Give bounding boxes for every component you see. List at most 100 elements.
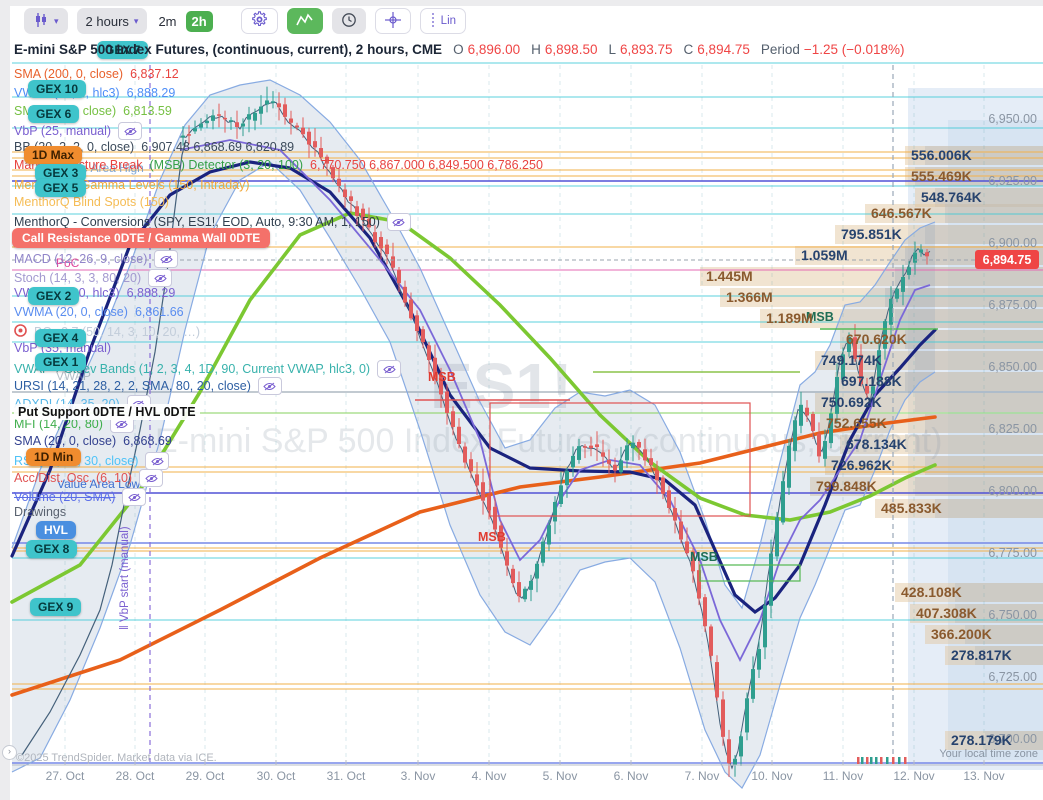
- candle-body: [829, 413, 833, 444]
- linear-scale-button[interactable]: Lin: [419, 8, 467, 34]
- msb-box: [699, 564, 801, 582]
- chart-annotation-text: VWAP: [56, 369, 91, 383]
- vbp-value-label: 1.366M: [726, 289, 773, 305]
- indicator-row[interactable]: VWMA (20, 0, close) 6,861.66: [14, 305, 184, 319]
- vbp-bar-blue: [925, 146, 1043, 165]
- vbp-value-label: 1.189M: [766, 310, 813, 326]
- level-badge[interactable]: GEX 4: [35, 329, 87, 347]
- indicator-row[interactable]: Market Structure Break(MSB) Detector (3,…: [14, 158, 543, 172]
- indicator-row[interactable]: Acc/Dist. Osc. (6, 10): [14, 469, 164, 487]
- indicator-row[interactable]: MenthorQ Blind Spots (150): [14, 195, 169, 209]
- visibility-toggle-eye-icon[interactable]: [122, 488, 147, 506]
- vbp-bar-blue: [915, 351, 1043, 370]
- vbp-bar-blue: [955, 583, 1043, 602]
- visibility-toggle-eye-icon[interactable]: [139, 469, 164, 487]
- visibility-toggle-eye-icon[interactable]: [257, 377, 282, 395]
- candle-body: [925, 252, 929, 257]
- crosshair-button[interactable]: [374, 8, 411, 34]
- level-badge[interactable]: GEX 6: [28, 105, 80, 123]
- put-support-label[interactable]: Put Support 0DTE / HVL 0DTE: [14, 404, 200, 420]
- collapsed-left-panel[interactable]: [0, 6, 10, 800]
- indicator-label: Acc/Dist. Osc. (6, 10): [14, 471, 133, 485]
- mini-session-bar: [904, 757, 907, 764]
- candle-body: [769, 553, 773, 606]
- indicator-row[interactable]: MACD (12, 26, 9, close): [14, 250, 179, 268]
- candle-body: [835, 376, 839, 414]
- indicator-row[interactable]: Volume (20, SMA): [14, 488, 147, 506]
- msb-label: MSB: [806, 310, 834, 324]
- vbp-start-label: ‖ VbP start (manual): [119, 526, 131, 630]
- candle-body: [331, 167, 335, 179]
- level-badge[interactable]: 1D Min: [26, 448, 82, 466]
- candle-body: [697, 570, 701, 599]
- indicator-row[interactable]: MenthorQ - Conversions (SPY, ES1!, EOD, …: [14, 213, 411, 231]
- candle-body: [751, 669, 755, 699]
- candle-body: [319, 148, 323, 158]
- candle-body: [775, 517, 779, 557]
- indicator-row[interactable]: VWAP + Stdev Bands (1, 2, 3, 4, 1D, 90, …: [14, 360, 402, 378]
- visibility-toggle-eye-icon[interactable]: [145, 452, 170, 470]
- price-axis-label: 6,725.00: [988, 670, 1037, 684]
- candle-body: [595, 444, 599, 448]
- visibility-toggle-eye-icon[interactable]: [386, 213, 411, 231]
- indicator-label: MenthorQ Blind Spots (150): [14, 195, 169, 209]
- level-badge[interactable]: GEX 2: [28, 287, 80, 305]
- active-timeframe-tag[interactable]: 2h: [185, 10, 213, 32]
- candle-body: [223, 117, 227, 120]
- level-badge[interactable]: GEX 1: [35, 353, 87, 371]
- candle-body: [247, 114, 251, 120]
- indicator-row[interactable]: Stoch (14, 3, 3, 80, 20): [14, 269, 173, 287]
- indicator-row[interactable]: SMA (200, 0, close) 6,837.12: [14, 67, 179, 81]
- date-axis-label: 4. Nov: [472, 769, 507, 783]
- level-badge[interactable]: GEX 7: [97, 41, 149, 59]
- level-badge[interactable]: GEX 8: [26, 540, 78, 558]
- vbp-value-label: 1.445M: [706, 268, 753, 284]
- candle-body: [799, 404, 803, 426]
- candle-body: [559, 485, 563, 504]
- settings-button[interactable]: [240, 8, 278, 34]
- clock-icon: [341, 12, 357, 31]
- indicator-row[interactable]: VbP (25, manual): [14, 122, 143, 140]
- candle-body: [217, 114, 221, 116]
- candle-body: [613, 464, 617, 471]
- candle-body: [259, 106, 263, 114]
- visibility-toggle-eye-icon[interactable]: [148, 269, 173, 287]
- indicator-row[interactable]: Drawings: [14, 505, 66, 519]
- symbol-watermark: ES1!: [430, 350, 572, 422]
- scale-label: Lin: [440, 15, 457, 27]
- analysis-toggle-button[interactable]: [286, 8, 323, 34]
- indicator-label: 6,868.69: [123, 434, 172, 448]
- indicator-row[interactable]: SMA (20, 0, close) 6,868.69: [14, 434, 172, 448]
- candle-body: [781, 481, 785, 523]
- minor-timeframe[interactable]: 2m: [158, 13, 177, 29]
- call-resistance-banner[interactable]: Call Resistance 0DTE / Gamma Wall 0DTE: [12, 228, 271, 248]
- candle-body: [211, 115, 215, 121]
- candle-body: [727, 739, 731, 764]
- candle-body: [847, 336, 851, 353]
- ohlc-value: 6,898.50: [544, 42, 598, 57]
- timeframe-dropdown[interactable]: 2 hours ▾: [76, 8, 148, 34]
- candle-body: [427, 345, 431, 360]
- level-badge[interactable]: 1D Max: [24, 146, 83, 164]
- time-cycles-button[interactable]: [331, 8, 366, 34]
- level-badge[interactable]: GEX 9: [30, 598, 82, 616]
- level-badge[interactable]: HVL: [36, 521, 76, 539]
- msb-label: MSB: [428, 370, 456, 384]
- expand-panel-button[interactable]: ›: [2, 745, 17, 760]
- vbp-bar-tan: [895, 583, 1043, 602]
- chart-type-button[interactable]: ▾: [24, 8, 68, 34]
- visibility-toggle-eye-icon[interactable]: [154, 250, 179, 268]
- date-axis-label: 6. Nov: [614, 769, 649, 783]
- vbp-bar-blue: [965, 625, 1043, 644]
- visibility-toggle-eye-icon[interactable]: [118, 122, 143, 140]
- candle-body: [625, 445, 629, 461]
- indicator-label: 6,907.48 6,868.69 6,820.89: [141, 140, 295, 154]
- candle-body: [673, 508, 677, 521]
- candle-body: [661, 477, 665, 494]
- level-badge[interactable]: GEX 5: [35, 179, 87, 197]
- level-badge[interactable]: GEX 3: [35, 164, 87, 182]
- indicator-row[interactable]: URSI (14, 21, 28, 2, 2, SMA, 80, 20, clo…: [14, 377, 282, 395]
- level-badge[interactable]: GEX 10: [28, 80, 87, 98]
- visibility-toggle-eye-icon[interactable]: [377, 360, 402, 378]
